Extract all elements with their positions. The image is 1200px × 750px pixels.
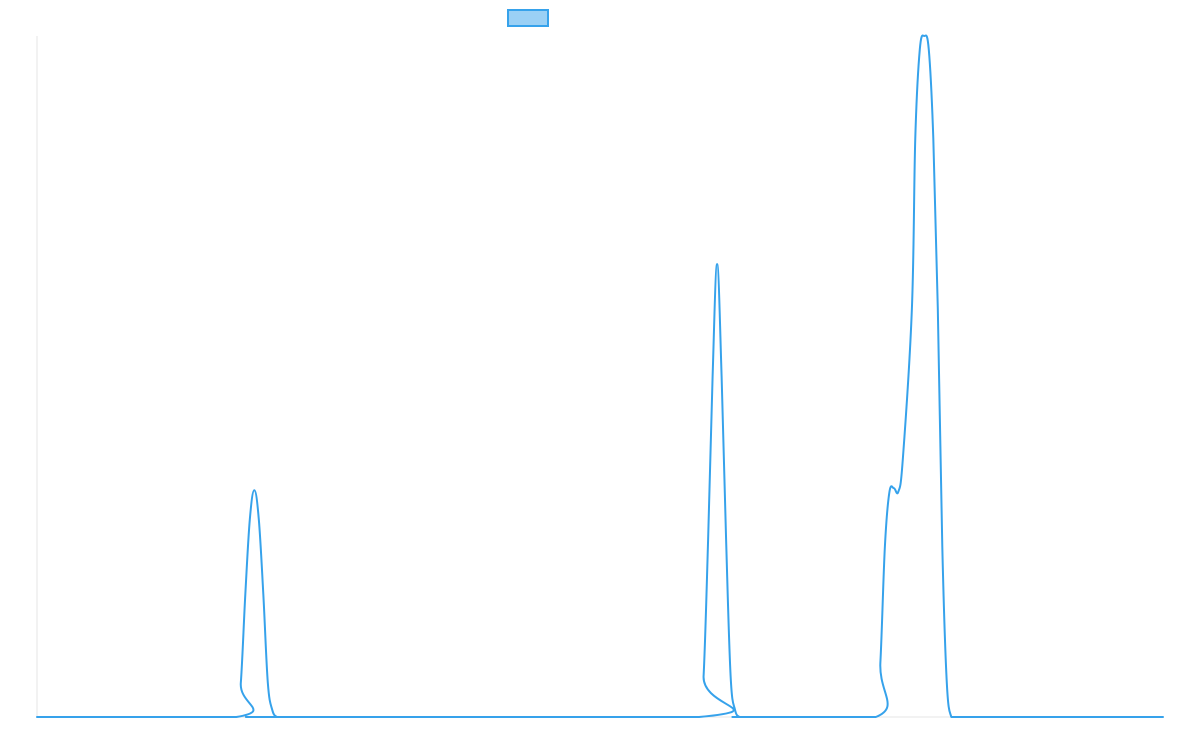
data-point-1-29[interactable]: [900, 455, 906, 461]
data-point-1-33[interactable]: [921, 33, 927, 39]
data-point-1-25[interactable]: [882, 544, 888, 550]
data-point-1-11[interactable]: [277, 714, 283, 720]
data-point-1-34[interactable]: [926, 47, 932, 53]
data-point-1-18[interactable]: [723, 537, 729, 543]
data-point-1-0[interactable]: [34, 714, 40, 720]
data-point-1-3[interactable]: [242, 591, 248, 597]
data-point-1-14[interactable]: [705, 537, 711, 543]
data-point-1-51[interactable]: [1160, 714, 1166, 720]
data-point-1-5[interactable]: [251, 487, 257, 493]
data-point-1-1[interactable]: [233, 714, 239, 720]
series-layer: [34, 33, 1166, 720]
data-point-1-32[interactable]: [917, 47, 923, 53]
data-point-1-26[interactable]: [886, 489, 892, 495]
data-point-1-9[interactable]: [269, 707, 275, 713]
data-point-1-28[interactable]: [895, 489, 901, 495]
data-point-1-16[interactable]: [714, 261, 720, 267]
data-point-1-19[interactable]: [728, 673, 734, 679]
data-point-1-24[interactable]: [877, 660, 883, 666]
data-point-1-4[interactable]: [247, 517, 253, 523]
legend[interactable]: [507, 9, 549, 27]
data-point-1-20[interactable]: [732, 707, 738, 713]
data-point-1-23[interactable]: [873, 714, 879, 720]
data-point-1-17[interactable]: [719, 374, 725, 380]
data-point-1-6[interactable]: [256, 517, 262, 523]
data-point-1-36[interactable]: [935, 305, 941, 311]
data-point-1-8[interactable]: [265, 680, 271, 686]
series-line-1[interactable]: [36, 34, 1164, 719]
legend-swatch-series-1[interactable]: [507, 9, 549, 27]
data-point-1-37[interactable]: [939, 544, 945, 550]
data-point-1-15[interactable]: [710, 374, 716, 380]
data-point-1-30[interactable]: [909, 305, 915, 311]
data-point-1-31[interactable]: [912, 135, 918, 141]
data-point-1-38[interactable]: [944, 680, 950, 686]
data-point-1-35[interactable]: [930, 135, 936, 141]
data-point-1-2[interactable]: [238, 680, 244, 686]
data-point-1-50[interactable]: [997, 714, 1003, 720]
data-point-1-7[interactable]: [260, 591, 266, 597]
data-point-1-22[interactable]: [741, 714, 747, 720]
data-point-1-12[interactable]: [696, 714, 702, 720]
data-point-1-13[interactable]: [701, 673, 707, 679]
